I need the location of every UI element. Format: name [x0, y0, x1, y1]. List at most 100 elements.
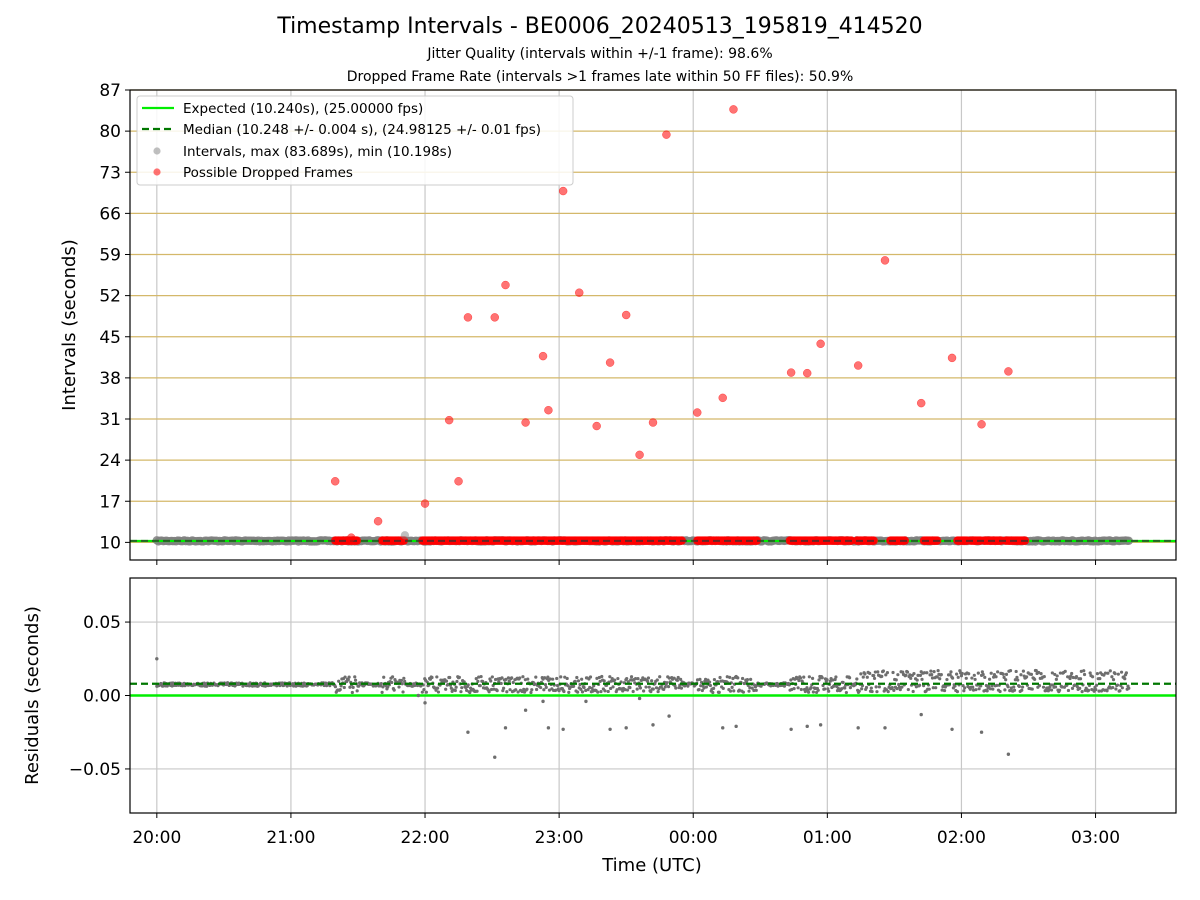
x-tick-label: 00:00: [669, 828, 718, 848]
residual-point: [503, 726, 508, 730]
residual-point: [865, 675, 869, 679]
residual-point: [782, 684, 787, 688]
residual-point: [971, 688, 976, 692]
residual-point: [161, 684, 165, 688]
y-tick-label: 87: [99, 81, 121, 101]
residual-point: [608, 727, 612, 731]
dropped-frame-point: [574, 288, 584, 297]
residual-point: [466, 683, 470, 687]
residual-point: [547, 688, 552, 692]
residual-point: [841, 680, 845, 685]
x-tick-label: 01:00: [803, 828, 852, 848]
residual-point: [807, 675, 811, 679]
dropped-frame-point: [544, 405, 553, 415]
residual-point: [436, 690, 441, 694]
residual-point: [573, 679, 577, 684]
residual-point: [479, 674, 483, 679]
residual-point: [839, 687, 844, 691]
residual-point: [495, 689, 499, 693]
y-tick-label: 31: [99, 410, 121, 430]
residual-point: [576, 690, 580, 694]
residual-point: [843, 686, 847, 690]
residual-point: [474, 676, 478, 681]
residual-point: [520, 689, 524, 694]
intervals-frame: [129, 89, 1177, 561]
y-tick-label: 73: [99, 163, 121, 183]
residual-point: [955, 672, 959, 676]
residual-point: [740, 676, 745, 681]
residual-point: [1078, 677, 1083, 681]
residual-point: [625, 676, 629, 681]
residual-point: [909, 676, 913, 680]
dropped-frame-point: [816, 339, 825, 349]
residual-point: [979, 730, 984, 734]
residual-point: [631, 689, 635, 694]
residual-point: [977, 687, 981, 691]
residual-point: [905, 670, 910, 674]
residual-point: [667, 714, 671, 718]
residual-point: [718, 675, 722, 680]
residual-point: [353, 678, 358, 682]
residual-point: [948, 673, 952, 677]
residual-point: [833, 677, 837, 682]
dropped-frame-point: [538, 351, 548, 361]
residual-point: [712, 686, 716, 690]
residual-point: [565, 676, 569, 681]
residual-point: [1071, 675, 1075, 680]
residual-point: [1127, 686, 1131, 690]
residual-point: [1034, 669, 1038, 673]
residual-point: [654, 686, 659, 690]
residual-point: [530, 688, 534, 692]
residual-point: [920, 677, 924, 681]
residual-point: [675, 678, 680, 682]
residual-point: [663, 685, 667, 689]
interval-point: [400, 531, 410, 540]
residual-point: [533, 682, 537, 686]
residual-point: [679, 677, 683, 681]
residual-point: [856, 726, 860, 730]
residual-point: [399, 678, 404, 683]
residual-point: [831, 678, 835, 682]
residual-point: [825, 678, 829, 682]
residual-point: [895, 686, 899, 691]
residual-point: [1006, 752, 1011, 756]
residual-point: [892, 688, 896, 692]
residual-point: [608, 675, 612, 679]
residual-point: [806, 690, 811, 694]
residual-point: [401, 690, 405, 694]
residual-point: [1053, 672, 1057, 677]
residual-point: [1033, 677, 1037, 682]
residual-point: [823, 687, 827, 691]
residual-point: [747, 689, 751, 693]
residual-point: [981, 672, 985, 677]
dropped-frame-point: [662, 130, 671, 139]
residual-point: [789, 678, 793, 682]
residual-point: [809, 686, 813, 690]
residual-point: [430, 675, 434, 680]
residual-point: [956, 675, 960, 679]
dropped-frame-point: [558, 186, 568, 196]
residual-point: [546, 675, 550, 679]
residual-point: [984, 683, 988, 688]
residual-point: [348, 685, 352, 689]
residual-point: [745, 677, 750, 682]
residual-point: [580, 677, 584, 681]
residual-point: [721, 726, 725, 730]
residual-point: [900, 685, 904, 689]
residual-point: [636, 676, 640, 681]
residual-point: [1070, 686, 1075, 691]
residual-point: [1090, 675, 1095, 679]
dropped-frame-point: [693, 408, 702, 417]
residual-point: [712, 677, 717, 682]
residual-point: [423, 701, 427, 705]
dropped-frame-point: [977, 420, 986, 429]
residual-point: [898, 687, 902, 692]
residual-point: [586, 688, 590, 692]
residual-point: [400, 682, 404, 686]
residual-point: [994, 675, 998, 679]
residual-point: [1074, 674, 1079, 679]
residual-point: [629, 675, 634, 679]
residual-point: [734, 724, 738, 729]
residual-point: [1098, 677, 1102, 681]
dropped-frame-point: [592, 421, 601, 431]
